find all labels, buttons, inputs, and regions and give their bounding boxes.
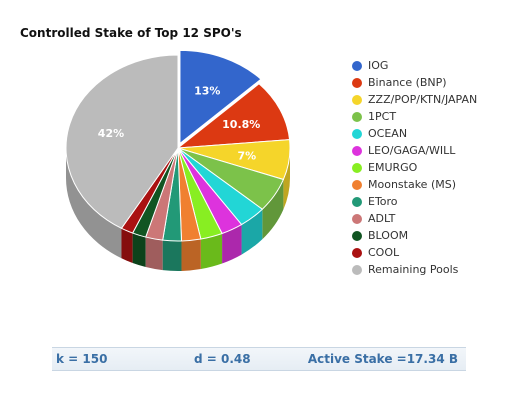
legend-item[interactable]: Moonstake (MS) [352, 176, 477, 193]
legend-item[interactable]: EMURGO [352, 159, 477, 176]
data-label-remaining-pools: 42% [98, 127, 124, 140]
legend-label: OCEAN [368, 127, 408, 140]
legend-label: IOG [368, 59, 389, 72]
legend-swatch [352, 264, 362, 275]
legend-item[interactable]: ADLT [352, 210, 477, 227]
legend-swatch [352, 94, 362, 105]
pie-side-etoro [162, 240, 182, 271]
legend-swatch [352, 196, 362, 207]
chart-title: Controlled Stake of Top 12 SPO's [20, 26, 242, 40]
pie-slice-binance-bnp-[interactable] [176, 83, 291, 149]
legend-item[interactable]: BLOOM [352, 227, 477, 244]
legend-label: Moonstake (MS) [368, 178, 457, 191]
legend-label: 1PCT [368, 110, 397, 123]
pie-slice-remaining-pools[interactable] [65, 54, 179, 229]
legend-swatch [352, 162, 362, 173]
legend-swatch [352, 247, 362, 258]
legend-label: EMURGO [368, 161, 418, 174]
legend-swatch [352, 60, 362, 71]
legend-label: EToro [368, 195, 398, 208]
pie-side-remaining-pools [65, 148, 122, 259]
legend-label: BLOOM [368, 229, 409, 242]
pie-side-zzz-pop-ktn-japan [283, 148, 290, 210]
legend-item[interactable]: OCEAN [352, 125, 477, 142]
legend-swatch [352, 111, 362, 122]
pie-side-1pct [262, 179, 284, 240]
legend-label: ZZZ/POP/KTN/JAPAN [368, 93, 478, 106]
pie-side-leo-gaga-will [222, 224, 242, 264]
pie-side-bloom [132, 233, 146, 268]
legend-swatch [352, 77, 362, 88]
legend-label: Remaining Pools [368, 263, 459, 276]
data-label-zzz-pop-ktn-japan: 7% [238, 149, 257, 162]
d-value: d = 0.48 [194, 352, 251, 366]
legend-swatch [352, 213, 362, 224]
pie-side-emurgo [200, 233, 223, 270]
legend-item[interactable]: Remaining Pools [352, 261, 477, 278]
pie-side-moonstake-ms- [181, 239, 201, 271]
legend-swatch [352, 128, 362, 139]
legend-label: COOL [368, 246, 400, 259]
pie-side-ocean [241, 209, 263, 255]
legend-item[interactable]: COOL [352, 244, 477, 261]
legend-label: LEO/GAGA/WILL [368, 144, 456, 157]
legend-item[interactable]: 1PCT [352, 108, 477, 125]
data-label-iog: 13% [194, 84, 220, 97]
active-stake-value: Active Stake =17.34 B [307, 352, 458, 366]
stats-bar: k = 150 d = 0.48 Active Stake =17.34 B [52, 347, 466, 371]
legend-item[interactable]: EToro [352, 193, 477, 210]
legend-swatch [352, 179, 362, 190]
data-label-binance-bnp-: 10.8% [222, 118, 260, 131]
pie-side-adlt [145, 237, 163, 271]
chart-legend: IOG Binance (BNP) ZZZ/POP/KTN/JAPAN 1PCT OCE… [352, 57, 477, 278]
legend-item[interactable]: IOG [352, 57, 477, 74]
legend-label: Binance (BNP) [368, 76, 447, 89]
legend-item[interactable]: LEO/GAGA/WILL [352, 142, 477, 159]
legend-swatch [352, 145, 362, 156]
legend-item[interactable]: ZZZ/POP/KTN/JAPAN [352, 91, 477, 108]
legend-item[interactable]: Binance (BNP) [352, 74, 477, 91]
pie-slice-iog[interactable] [179, 49, 262, 145]
legend-label: ADLT [368, 212, 396, 225]
legend-swatch [352, 230, 362, 241]
pie-side-cool [121, 228, 133, 264]
k-value: k = 150 [56, 352, 108, 366]
